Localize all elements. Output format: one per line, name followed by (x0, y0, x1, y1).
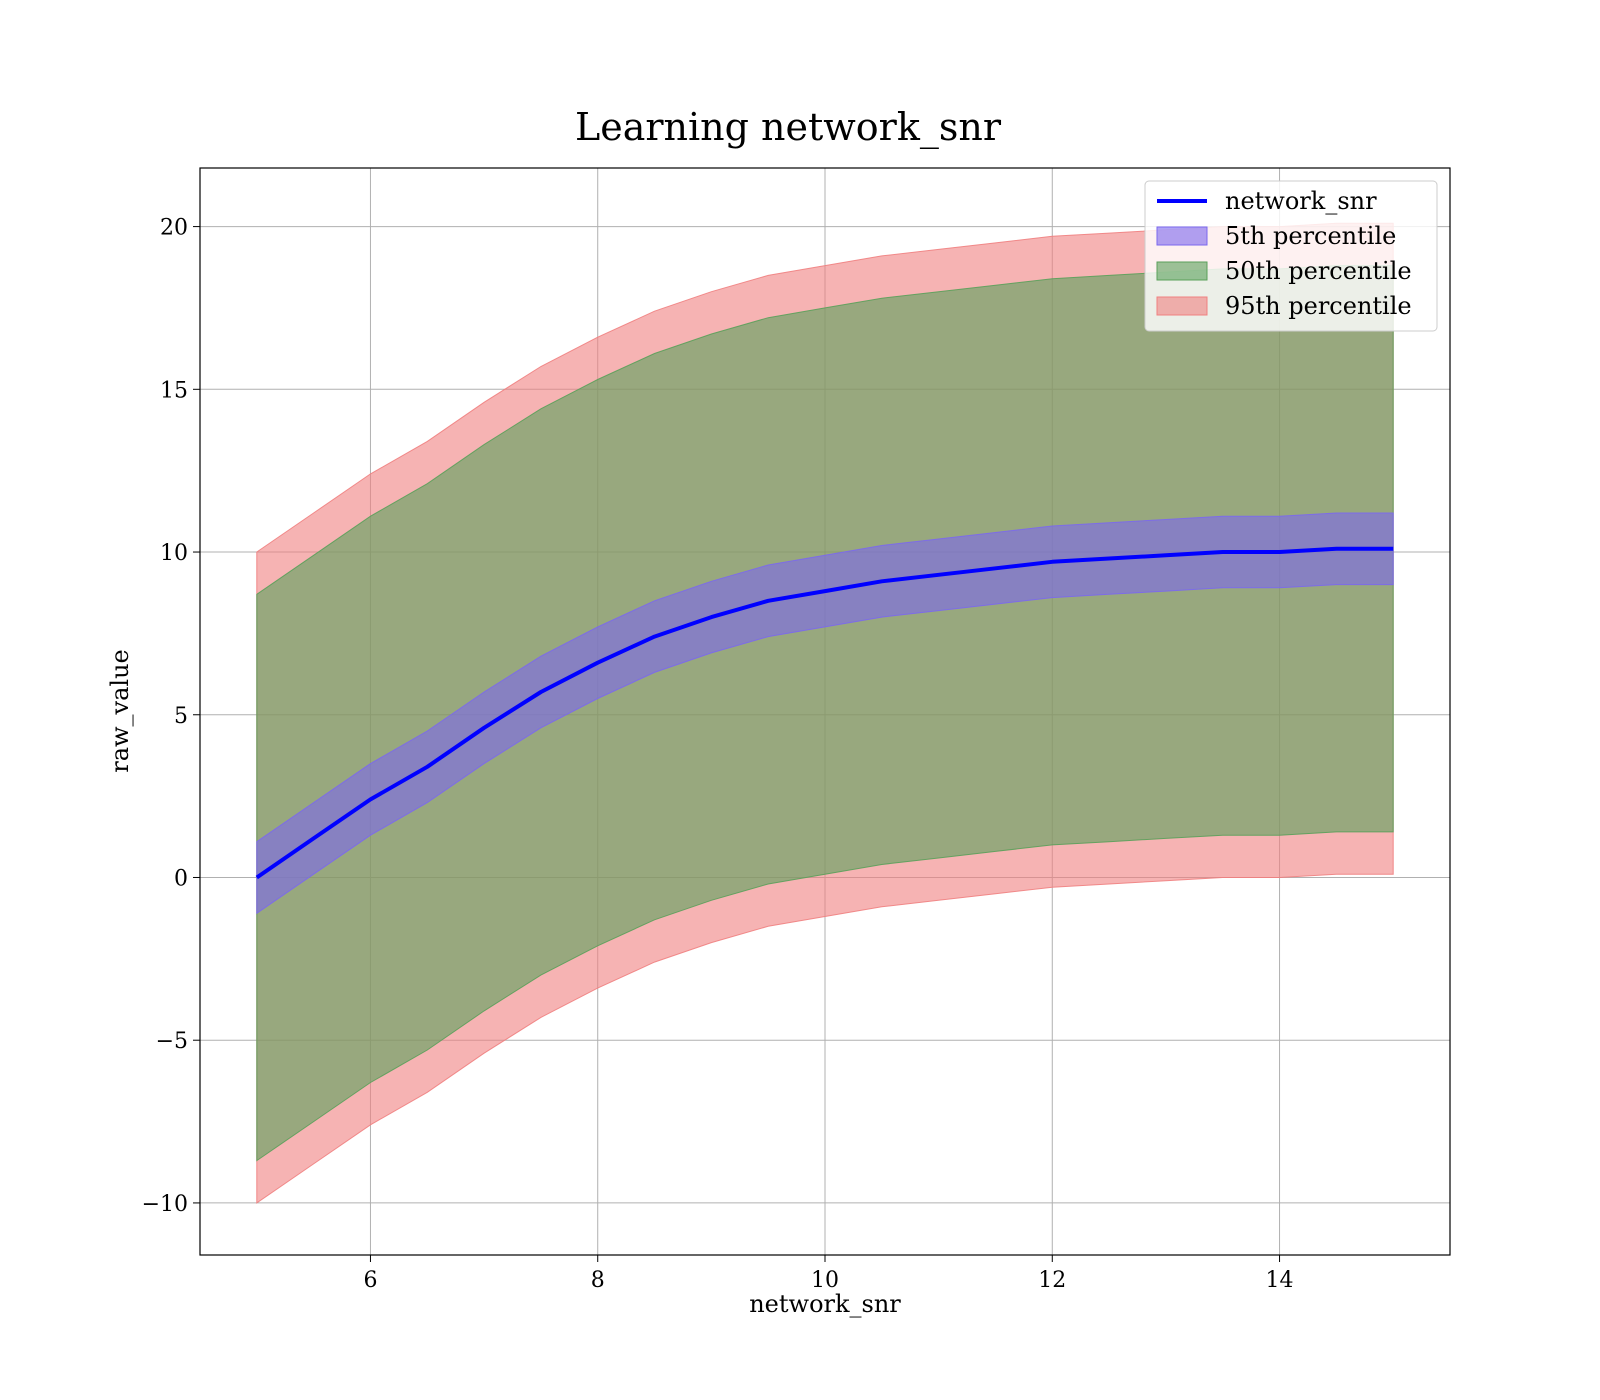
y-axis-label: raw_value (106, 649, 134, 773)
legend: network_snr 5th percentile 50th percentile… (1144, 180, 1438, 332)
legend-patch-swatch (1156, 261, 1208, 281)
y-tick-label: 20 (160, 216, 188, 241)
y-tick-label: −10 (142, 1192, 188, 1217)
x-tick-label: 10 (811, 1268, 839, 1293)
band-50th-percentile (256, 265, 1394, 1162)
legend-box (1144, 180, 1438, 332)
legend-label: 50th percentile (1225, 257, 1412, 285)
y-tick-label: 15 (160, 378, 188, 403)
legend-label: 5th percentile (1225, 222, 1396, 250)
y-tick-label: 0 (174, 866, 188, 891)
chart-title: Learning network_snr (575, 105, 1002, 150)
x-axis-label: network_snr (749, 1290, 901, 1318)
legend-patch-swatch (1156, 226, 1208, 246)
line-layer (255, 546, 1394, 880)
x-tick-label: 14 (1266, 1268, 1294, 1293)
legend-patch-swatch (1156, 296, 1208, 316)
x-tick-label: 6 (363, 1268, 377, 1293)
network-snr-line (255, 546, 1394, 880)
y-tick-label: 10 (160, 541, 188, 566)
y-tick-label: 5 (174, 704, 188, 729)
legend-label: network_snr (1225, 187, 1377, 215)
legend-label: 95th percentile (1225, 292, 1412, 320)
x-tick-label: 12 (1038, 1268, 1066, 1293)
x-tick-label: 8 (591, 1268, 605, 1293)
y-tick-label: −5 (156, 1029, 188, 1054)
axis-ticks: 6 8 10 12 14 −10 −5 0 5 10 15 20 (142, 216, 1294, 1293)
